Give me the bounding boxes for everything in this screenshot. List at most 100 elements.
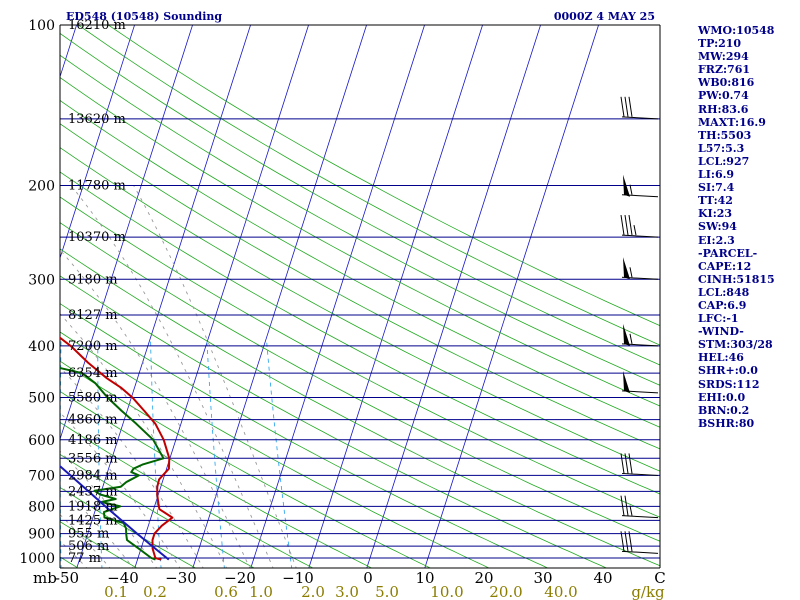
temperature-tick-label: 30 (533, 569, 552, 587)
dry-adiabat (60, 196, 660, 518)
parameter-item: CAP:6.9 (698, 298, 747, 312)
parameter-item: CINH:51815 (698, 272, 775, 286)
wind-barb (620, 453, 659, 476)
wind-barb (620, 96, 659, 120)
wind-barb (621, 370, 659, 394)
height-label: 13620 m (68, 112, 126, 127)
parameter-item: LCL:848 (698, 285, 750, 299)
parameter-item: WB0:816 (698, 76, 755, 90)
mixing-ratio-label: 3.0 (335, 583, 359, 600)
dry-adiabat (78, 25, 660, 346)
dry-adiabat (60, 360, 432, 568)
axis-labels: 16210 m 13620 m 11780 m 10370 m 9180 m 8127 m… (19, 18, 665, 600)
parameter-item: FRZ:761 (698, 63, 751, 77)
dry-adiabat (60, 390, 373, 568)
parameter-item: -WIND- (698, 325, 744, 339)
mixing-ratio-label: 5.0 (375, 583, 399, 600)
parameter-item: SHR+:0.0 (698, 364, 758, 378)
mixing-ratio-label: 0.2 (143, 583, 167, 600)
dry-adiabat (60, 147, 660, 472)
dry-adiabat (0, 25, 21, 569)
mixing-ratio-line (266, 339, 293, 568)
parameter-item: RH:83.6 (698, 102, 749, 116)
dry-adiabat (60, 453, 255, 568)
pressure-tick-label: 1000 (19, 551, 55, 567)
dry-adiabat (60, 54, 660, 386)
chart-grid (0, 25, 660, 569)
parameter-item: SRDS:112 (698, 377, 760, 391)
parameter-item: HEL:46 (698, 351, 744, 365)
pressure-tick-label: 300 (28, 272, 55, 288)
dry-adiabat (60, 486, 197, 568)
dry-adiabat (60, 303, 549, 568)
mixing-ratio-line (206, 339, 225, 568)
dry-adiabat (60, 123, 660, 450)
dry-adiabat (108, 25, 660, 327)
parameter-item: MAXT:16.9 (698, 115, 766, 129)
moist-adiabat (0, 185, 18, 569)
temperature-tick-label: 0 (363, 569, 373, 587)
mixing-ratio-label: 1.0 (249, 583, 273, 600)
parameter-item: MW:294 (698, 50, 749, 64)
wind-barb (621, 174, 659, 198)
height-label: 2437 m (68, 484, 118, 499)
mixing-ratio-label: 20.0 (489, 583, 522, 600)
temperature-tick-label: −10 (282, 569, 314, 587)
height-label: 6354 m (68, 366, 118, 381)
height-label: 4186 m (68, 433, 118, 448)
height-label: 5580 m (68, 391, 118, 406)
parameter-item: L57:5.3 (698, 141, 745, 155)
height-label: 3556 m (68, 451, 118, 466)
isotherm-line (366, 25, 541, 568)
parameter-item: BSHR:80 (698, 416, 755, 430)
moist-adiabat (60, 450, 158, 568)
moist-adiabat (70, 185, 274, 568)
parameter-item: PW:0.74 (698, 89, 749, 103)
height-label: 1918 m (68, 499, 118, 514)
pressure-tick-label: 100 (28, 18, 55, 34)
temperature-tick-label: −30 (165, 569, 197, 587)
parameter-item: CAPE:12 (698, 259, 752, 273)
temperature-tick-label: −40 (107, 569, 139, 587)
isotherm-line (60, 25, 77, 79)
pressure-unit-label: mb (33, 569, 57, 587)
dry-adiabat (60, 222, 660, 542)
height-label: 955 m (68, 527, 109, 542)
moist-adiabat (60, 313, 228, 568)
isotherm-line (250, 25, 425, 568)
wind-barbs (620, 96, 659, 554)
sounding-traces (60, 336, 174, 561)
parameter-item: SI:7.4 (698, 181, 735, 195)
mixing-ratio-label: 0.6 (214, 583, 238, 600)
height-label: 1425 m (68, 513, 118, 528)
height-label: 7200 m (68, 339, 118, 354)
pressure-tick-label: 400 (28, 339, 55, 355)
wind-barb (620, 215, 659, 238)
dry-adiabat (60, 171, 660, 495)
height-label: 11780 m (68, 178, 126, 193)
mixing-ratio-label: 2.0 (301, 583, 325, 600)
height-label: 4860 m (68, 413, 118, 428)
parameter-item: KI:23 (698, 207, 733, 221)
height-label: 10370 m (68, 230, 126, 245)
parameter-item: TP:210 (698, 37, 742, 51)
mixing-ratio-unit-label: g/kg (631, 583, 665, 600)
dry-adiabat (60, 99, 660, 428)
isotherm-line (60, 25, 193, 441)
dry-adiabat (60, 77, 660, 407)
parameter-item: SW:94 (698, 220, 737, 234)
wind-barb (621, 257, 659, 280)
dewpoint-trace (60, 366, 165, 561)
height-label: 77 m (68, 551, 101, 566)
isotherm-line (76, 25, 251, 568)
sounding-parameters: WMO:10548 TP:210 MW:294 FRZ:761 WB0:816 PW:0.… (698, 24, 798, 430)
moist-adiabat (60, 249, 251, 568)
dry-adiabat (60, 275, 608, 568)
parameter-item: LCL:927 (698, 154, 750, 168)
pressure-tick-label: 700 (28, 468, 55, 484)
temperature-tick-label: −20 (224, 569, 256, 587)
parameter-item: EHI:0.0 (698, 390, 746, 404)
wind-barb (620, 495, 659, 519)
temperature-tick-label: -50 (55, 569, 79, 587)
parameter-item: LFC:-1 (698, 312, 739, 326)
